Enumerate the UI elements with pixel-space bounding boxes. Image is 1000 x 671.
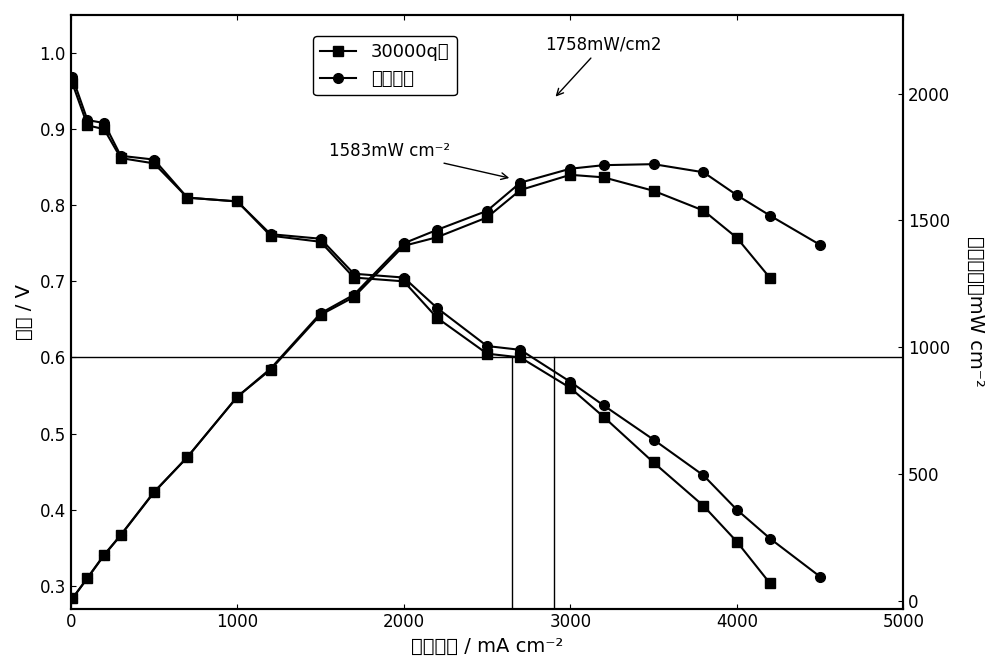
初始性能 (564, 378, 576, 386)
初始性能 (814, 572, 826, 580)
30000q后 (731, 537, 743, 546)
30000q后 (398, 277, 410, 285)
30000q后 (66, 79, 78, 87)
Legend: 30000q后, 初始性能: 30000q后, 初始性能 (313, 36, 457, 95)
30000q后 (564, 384, 576, 392)
初始性能 (398, 274, 410, 282)
30000q后 (315, 238, 327, 246)
初始性能 (66, 73, 78, 81)
30000q后 (598, 413, 610, 421)
初始性能 (697, 472, 709, 480)
Line: 初始性能: 初始性能 (68, 72, 825, 582)
初始性能 (764, 535, 776, 543)
初始性能 (115, 152, 127, 160)
30000q后 (231, 197, 243, 205)
初始性能 (348, 270, 360, 278)
30000q后 (265, 231, 277, 240)
30000q后 (115, 154, 127, 162)
初始性能 (315, 235, 327, 243)
30000q后 (98, 125, 110, 133)
X-axis label: 电流密度 / mA cm⁻²: 电流密度 / mA cm⁻² (411, 637, 563, 656)
Y-axis label: 功率密度／mW cm⁻²: 功率密度／mW cm⁻² (966, 236, 985, 387)
30000q后 (81, 121, 93, 130)
初始性能 (598, 401, 610, 409)
初始性能 (431, 304, 443, 312)
Text: 1758mW/cm2: 1758mW/cm2 (545, 36, 662, 95)
30000q后 (348, 274, 360, 282)
30000q后 (514, 354, 526, 362)
30000q后 (181, 194, 193, 202)
30000q后 (431, 314, 443, 322)
30000q后 (697, 502, 709, 510)
初始性能 (98, 119, 110, 127)
初始性能 (181, 194, 193, 202)
Line: 30000q后: 30000q后 (68, 79, 775, 588)
初始性能 (265, 230, 277, 238)
初始性能 (481, 342, 493, 350)
30000q后 (148, 160, 160, 168)
初始性能 (231, 197, 243, 205)
初始性能 (514, 346, 526, 354)
30000q后 (764, 580, 776, 588)
30000q后 (481, 350, 493, 358)
初始性能 (731, 506, 743, 514)
初始性能 (648, 435, 660, 444)
30000q后 (648, 458, 660, 466)
Y-axis label: 电压 / V: 电压 / V (15, 284, 34, 340)
Text: 1583mW cm⁻²: 1583mW cm⁻² (329, 142, 508, 179)
初始性能 (148, 156, 160, 164)
初始性能 (81, 116, 93, 124)
